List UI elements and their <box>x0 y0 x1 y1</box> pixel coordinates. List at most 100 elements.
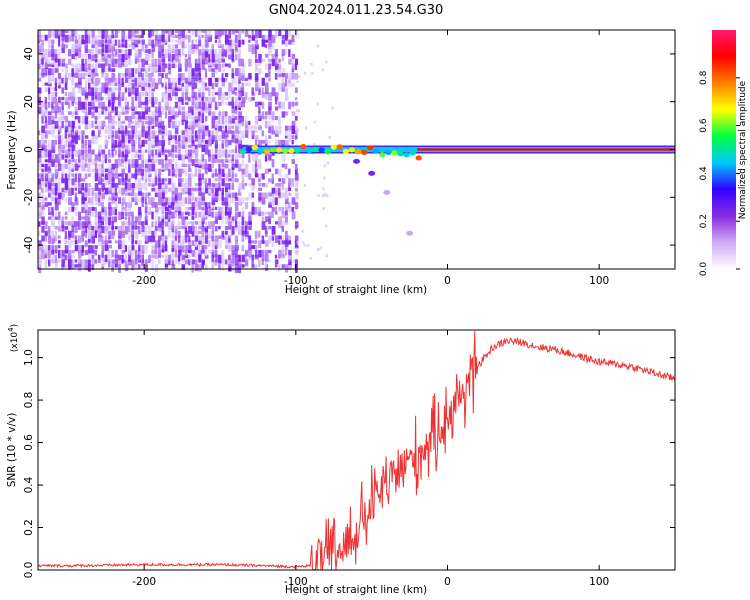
spectrogram-noise-cell <box>38 249 42 259</box>
spectrogram-noise-cell <box>224 111 228 117</box>
spectrogram-noise-cell <box>268 211 272 219</box>
spectrogram-noise-cell <box>108 230 112 239</box>
spectrogram-noise-cell <box>91 264 95 271</box>
spectrogram-noise-cell <box>268 259 272 263</box>
spectrogram-noise-cell <box>174 144 178 153</box>
spectrogram-noise-cell <box>204 82 207 87</box>
spectrogram-noise-cell <box>278 264 281 272</box>
spectrogram-noise-cell <box>181 96 184 105</box>
tonal-line-blob <box>288 148 295 154</box>
spectrogram-noise-cell <box>284 202 289 211</box>
spectrogram-noise-cell <box>54 106 59 114</box>
spectrogram-noise-cell <box>81 106 85 114</box>
spectrogram-noise-cell <box>78 249 82 259</box>
spectrogram-noise-cell <box>151 259 155 264</box>
spectrogram-noise-cell <box>108 58 112 63</box>
spectrogram-noise-cell <box>41 34 46 39</box>
spectrogram-noise-cell <box>54 183 58 191</box>
spectrogram-noise-cell <box>211 249 215 259</box>
spectrogram-noise-cell <box>178 178 182 187</box>
spectrogram-noise-cell <box>131 216 134 226</box>
spectrogram-noise-cell <box>138 197 142 203</box>
spectrogram-noise-cell <box>184 130 189 138</box>
spectrogram-noise-cell <box>251 154 256 162</box>
spectrogram-noise-cell <box>291 197 296 205</box>
spectrogram-noise-cell <box>161 178 165 185</box>
spectrogram-noise-cell <box>178 49 181 55</box>
spectrogram-noise-cell <box>131 125 135 135</box>
spectrogram-noise-cell <box>111 116 115 125</box>
spectrogram-noise-cell <box>44 68 48 76</box>
spectrogram-noise-cell <box>128 68 132 77</box>
spectrogram-noise-cell <box>94 216 99 226</box>
spectrogram-noise-cell <box>184 144 188 149</box>
spectrogram-noise-cell <box>141 68 145 72</box>
spectrogram-noise-cell <box>131 183 136 188</box>
spectrogram-noise-cell <box>104 235 108 243</box>
spectrogram-noise-cell <box>284 39 288 47</box>
spectrogram-noise-cell <box>131 159 136 168</box>
tonal-line-blob <box>318 147 325 153</box>
spectrogram-noise-cell <box>168 92 171 98</box>
spectrogram-noise-cell <box>134 163 138 173</box>
spectrogram-noise-cell <box>208 149 211 157</box>
spectrogram-noise-cell <box>214 63 219 70</box>
spectrogram-noise-cell <box>296 240 300 244</box>
spectrogram-noise-cell <box>211 183 216 188</box>
spectrogram-noise-cell <box>144 202 148 207</box>
spectrogram-noise-cell <box>51 183 55 187</box>
spectrogram-noise-cell <box>78 154 81 163</box>
spectrogram-noise-cell <box>158 149 162 158</box>
spectrogram-noise-cell <box>274 139 278 144</box>
spectrogram-noise-cell <box>214 34 219 39</box>
spectrogram-noise-cell <box>174 39 179 43</box>
spectrogram-noise-cell <box>204 249 208 256</box>
spectrogram-noise-cell <box>178 139 181 148</box>
spectrogram-noise-cell <box>131 240 134 249</box>
spectrogram-noise-cell <box>61 101 64 110</box>
spectrogram-noise-cell <box>128 58 132 66</box>
spectrogram-noise-cell <box>228 264 232 272</box>
spectrogram-noise-cell <box>108 34 112 42</box>
spectrogram-noise-cell <box>158 125 162 134</box>
spectrogram-noise-cell <box>211 58 215 68</box>
spectrogram-noise-cell <box>234 259 239 265</box>
spectrogram-noise-cell <box>288 183 291 191</box>
spectrogram-noise-cell <box>61 168 65 174</box>
spectrogram-noise-cell <box>88 264 91 272</box>
spectrogram-noise-cell <box>174 44 178 49</box>
spectrogram-noise-cell <box>198 96 202 101</box>
spectrogram-noise-cell <box>294 178 299 187</box>
spectrogram-noise-cell <box>211 163 214 168</box>
spectrogram-noise-cell <box>234 30 239 34</box>
spectrogram-noise-cell <box>131 254 134 261</box>
spectrogram-noise-cell <box>191 144 195 149</box>
spectrogram-noise-cell <box>141 221 145 227</box>
spectrogram-noise-cell <box>131 68 135 77</box>
spectrogram-noise-cell <box>114 187 117 196</box>
spectrogram-noise-cell <box>322 187 325 191</box>
spectrogram-noise-cell <box>108 87 112 92</box>
spectrogram-noise-cell <box>101 168 104 173</box>
spectrogram-noise-cell <box>81 68 85 77</box>
spectrogram-noise-cell <box>161 82 164 88</box>
spectrogram-noise-cell <box>144 178 148 183</box>
spectrogram-noise-cell <box>38 202 41 208</box>
spectrogram-noise-cell <box>271 235 275 241</box>
spectrogram-noise-cell <box>64 73 68 79</box>
spectrogram-noise-cell <box>191 77 196 83</box>
spectrogram-noise-cell <box>41 44 44 52</box>
spectrogram-noise-cell <box>188 44 192 54</box>
spectrogram-noise-cell <box>98 111 101 120</box>
spectrogram-noise-cell <box>214 82 219 87</box>
spectrogram-noise-cell <box>101 106 105 115</box>
spectrogram-noise-cell <box>214 178 218 182</box>
spectrogram-noise-cell <box>158 259 161 264</box>
tonal-line-blob <box>275 147 283 153</box>
spectrogram-noise-cell <box>168 96 172 101</box>
spectrogram-noise-cell <box>144 68 148 74</box>
spectrogram-noise-cell <box>188 63 192 68</box>
spectrogram-noise-cell <box>274 206 278 215</box>
spectrogram-noise-cell <box>244 130 249 138</box>
spectrogram-noise-cell <box>231 249 236 255</box>
